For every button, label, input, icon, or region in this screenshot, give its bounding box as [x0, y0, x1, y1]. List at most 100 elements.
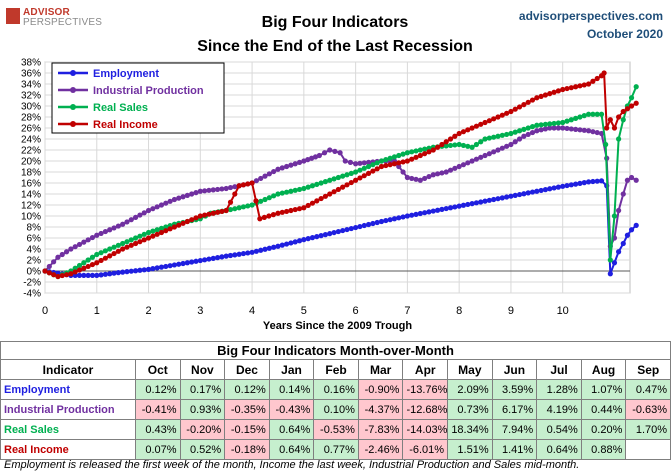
data-point — [357, 167, 363, 173]
data-point — [184, 260, 190, 266]
data-point — [318, 195, 324, 202]
data-point — [396, 215, 402, 221]
data-point — [137, 239, 143, 245]
data-point — [413, 148, 419, 154]
data-point — [413, 211, 419, 217]
data-point — [115, 223, 121, 229]
data-point — [590, 78, 596, 84]
data-point — [525, 190, 531, 196]
value-cell: 0.43% — [135, 419, 181, 440]
data-point — [409, 175, 415, 182]
y-tick-label: 24% — [21, 135, 41, 146]
y-tick-label: 38% — [21, 58, 41, 69]
data-point — [534, 188, 540, 194]
value-cell: 18.34% — [447, 419, 493, 440]
indicator-name: Real Sales — [0, 419, 136, 440]
data-point — [452, 204, 458, 210]
data-point — [210, 210, 216, 216]
data-point — [107, 253, 113, 259]
data-point — [89, 261, 96, 268]
data-point — [322, 193, 329, 199]
data-point — [598, 111, 605, 117]
data-point — [98, 272, 104, 278]
data-point — [344, 226, 350, 233]
data-point — [120, 221, 126, 227]
data-point — [594, 129, 600, 136]
data-point — [491, 196, 497, 203]
data-point — [581, 127, 587, 133]
data-point — [253, 178, 259, 184]
data-point — [271, 168, 277, 175]
value-cell: 0.17% — [179, 379, 226, 400]
data-point — [214, 209, 221, 215]
chart-legend: Employment Industrial Production Real Sale… — [51, 62, 225, 134]
data-point — [361, 160, 367, 166]
data-point — [560, 125, 566, 131]
data-point — [439, 141, 445, 148]
month-header: Apr — [402, 359, 449, 380]
value-cell: 1.41% — [491, 439, 538, 460]
x-tick-label: 1 — [94, 305, 100, 317]
data-point — [555, 88, 561, 94]
data-point — [370, 168, 376, 174]
data-point — [534, 95, 540, 101]
data-point — [616, 114, 622, 120]
table-row: Employment 0.12% 0.17% 0.12% 0.14% 0.16% -0.90… — [0, 379, 671, 400]
data-point — [271, 244, 277, 250]
data-point — [193, 215, 199, 221]
value-cell: 0.16% — [313, 379, 359, 400]
data-point — [76, 241, 83, 248]
table-body: Employment 0.12% 0.17% 0.12% 0.14% 0.16% -0.90… — [0, 379, 671, 460]
data-point — [564, 182, 570, 189]
data-point — [482, 136, 488, 142]
data-point — [107, 227, 113, 233]
data-point — [236, 183, 242, 189]
value-cell: 1.07% — [580, 379, 627, 400]
data-point — [383, 217, 389, 224]
y-tick-label: 12% — [21, 201, 41, 212]
data-point — [508, 108, 514, 115]
data-point — [332, 148, 338, 154]
data-point — [314, 234, 320, 240]
data-point — [478, 121, 484, 127]
month-header: Mar — [357, 359, 404, 380]
data-point — [46, 263, 52, 270]
data-point — [504, 131, 510, 138]
data-point — [611, 213, 618, 219]
data-point — [253, 248, 259, 254]
data-point — [573, 115, 579, 121]
data-point — [628, 103, 635, 109]
y-tick-label: 20% — [21, 157, 41, 168]
x-tick-label: 3 — [197, 305, 203, 317]
data-point — [124, 219, 130, 225]
data-point — [409, 149, 415, 155]
data-point — [292, 239, 298, 245]
data-point — [516, 104, 523, 110]
data-point — [154, 227, 160, 233]
data-point — [387, 217, 393, 223]
data-point — [111, 225, 117, 231]
data-point — [279, 190, 285, 196]
data-point — [258, 175, 264, 182]
data-point — [150, 266, 156, 272]
data-point — [482, 119, 488, 126]
data-point — [378, 218, 385, 225]
data-point — [353, 169, 359, 175]
data-point — [456, 163, 462, 170]
value-cell: 0.20% — [580, 419, 627, 440]
data-point — [223, 207, 229, 214]
value-cell: 4.19% — [536, 399, 582, 420]
value-cell: -0.41% — [135, 399, 181, 420]
data-point — [227, 252, 234, 259]
data-point — [460, 142, 467, 149]
data-point — [620, 240, 626, 247]
data-point — [81, 272, 87, 278]
data-point — [370, 220, 376, 227]
value-cell: 0.77% — [313, 439, 359, 460]
indicator-name: Employment — [0, 379, 136, 400]
x-tick-label: 6 — [353, 305, 359, 317]
data-point — [495, 196, 501, 202]
data-point — [460, 162, 467, 168]
data-point — [301, 237, 307, 243]
data-point — [357, 160, 363, 166]
